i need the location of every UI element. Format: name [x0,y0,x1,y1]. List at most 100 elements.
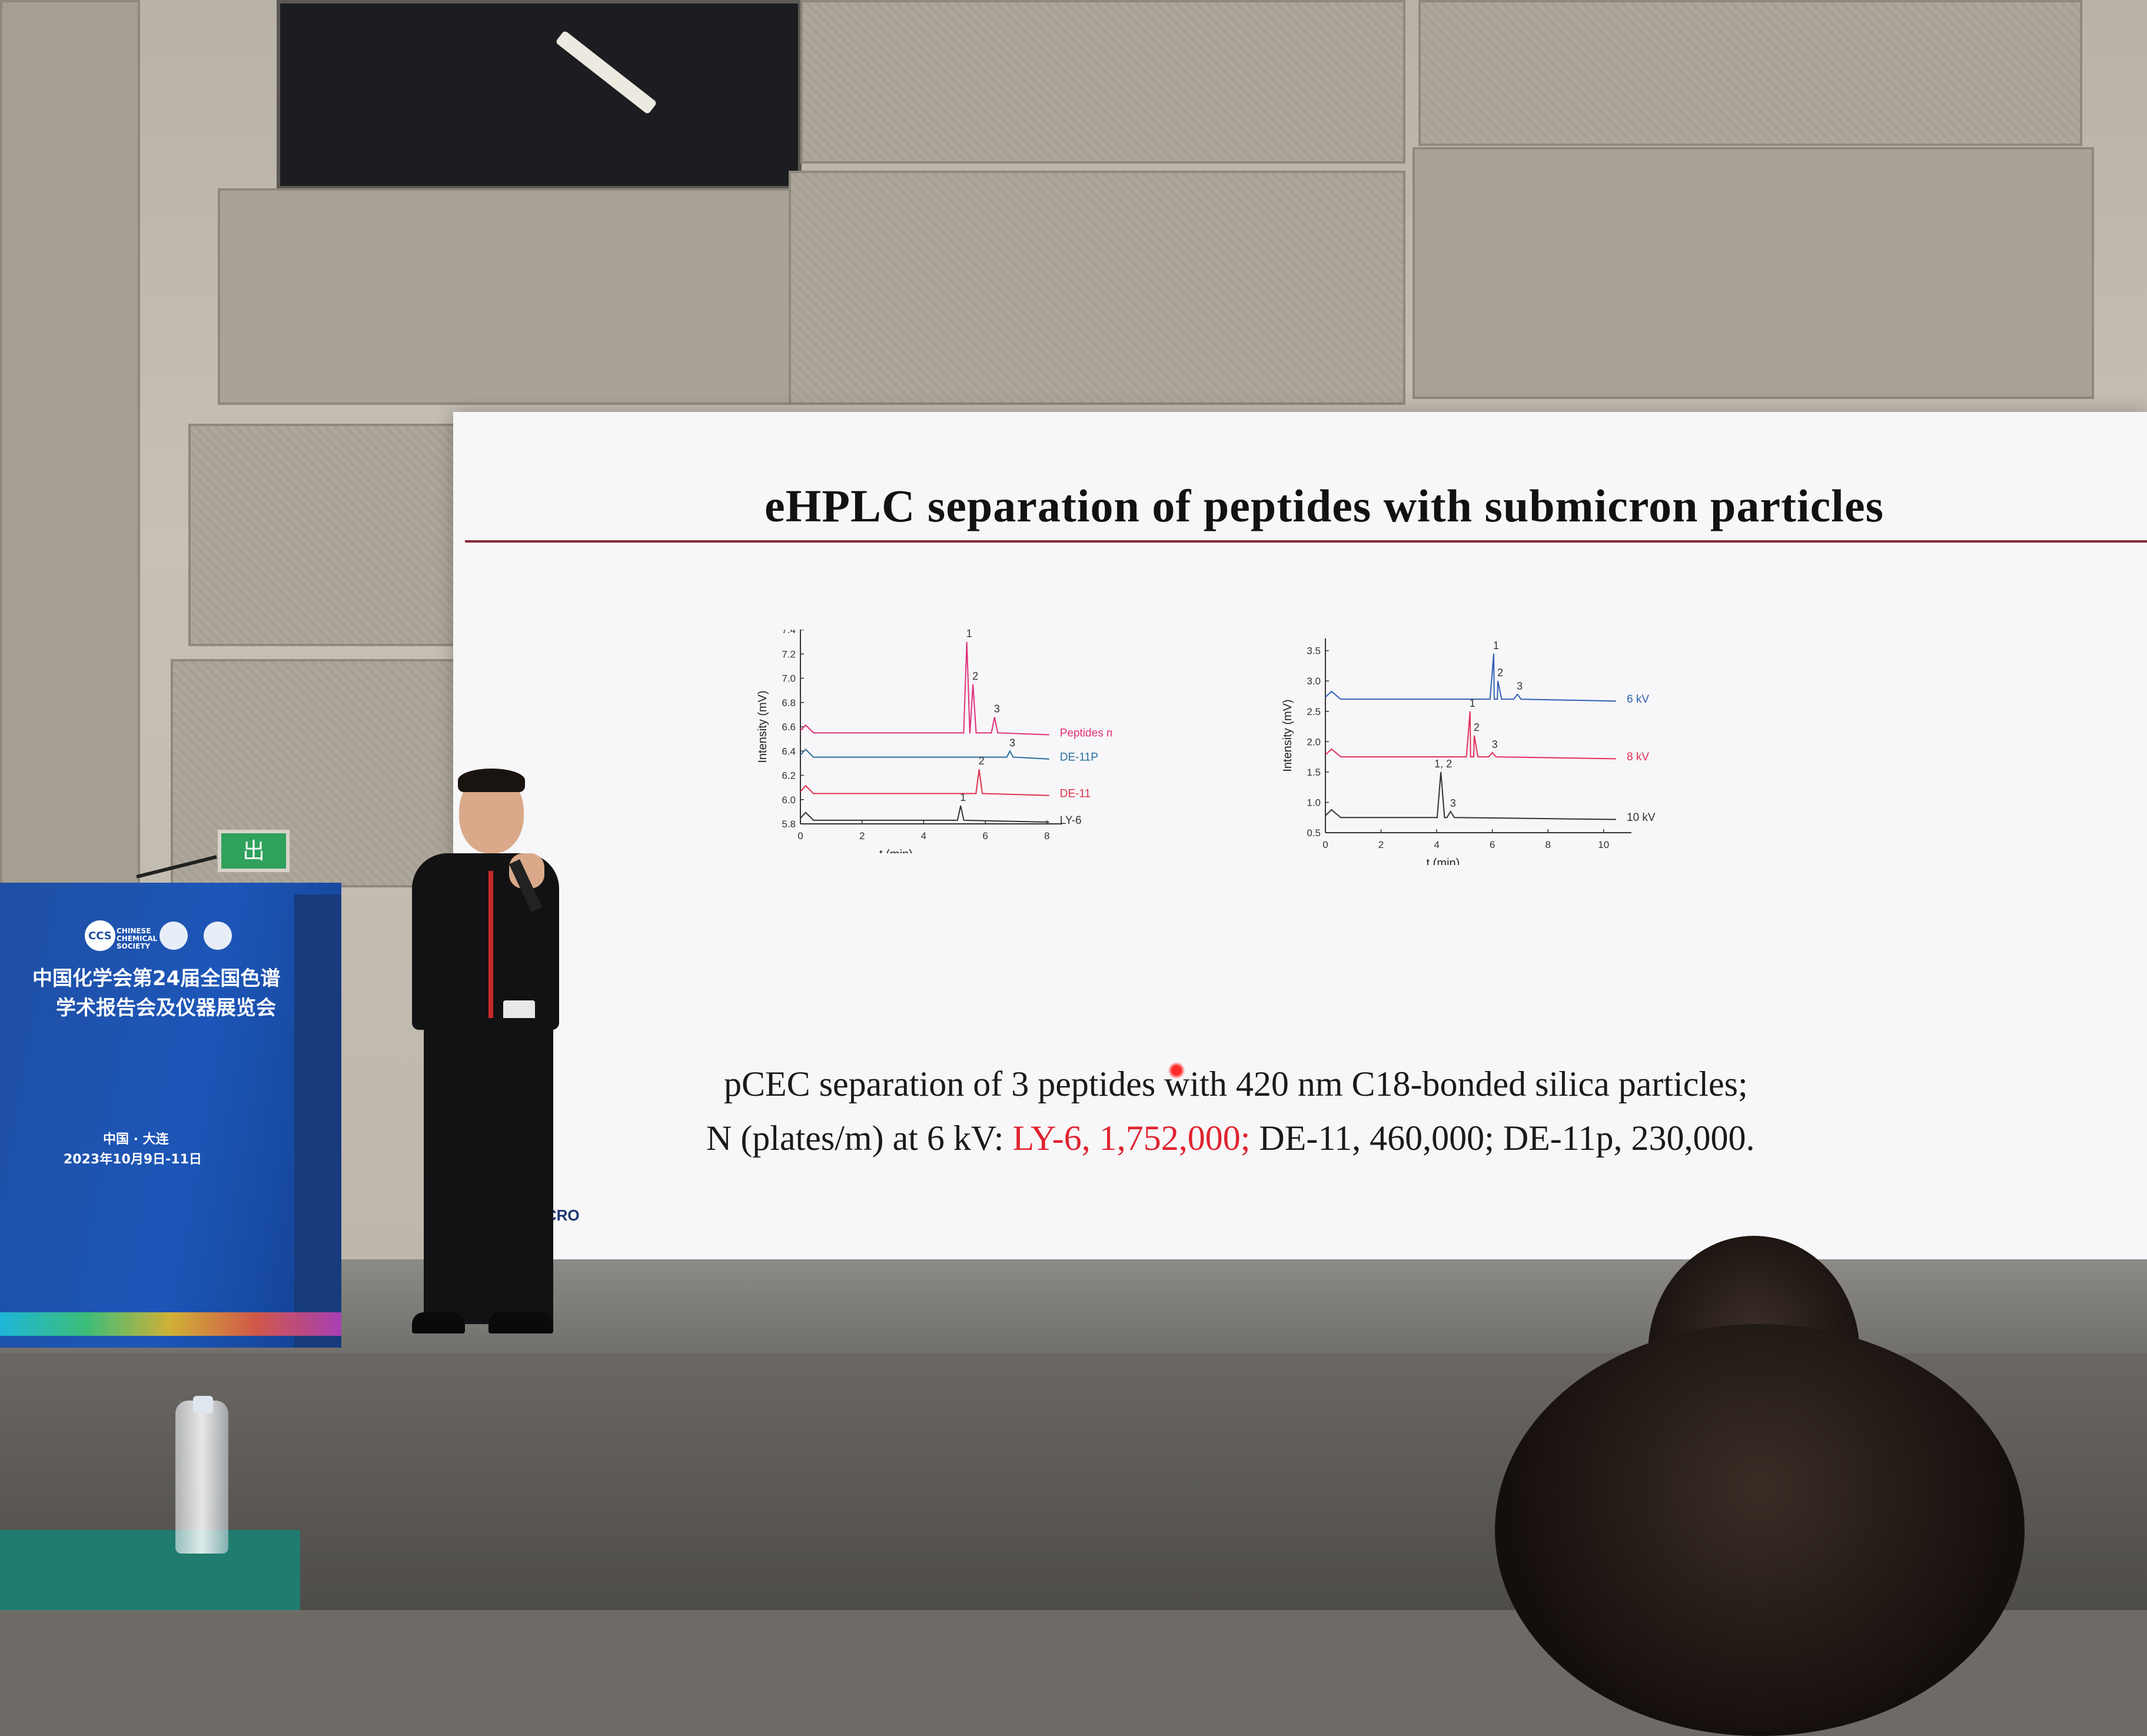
water-bottle-cap [193,1396,213,1414]
x-tick-label: 8 [1044,830,1049,842]
chromatogram-left: 5.8 6.0 6.2 6.4 6.6 6.8 7.0 7.2 7.4 0 2 4 6 8 t (min) I… [756,630,1112,853]
peak-label: 2 [972,670,978,682]
peak-label: 3 [1450,797,1456,809]
peak-label: 1 [966,630,972,640]
caption-prefix: N (plates/m) at 6 kV: [706,1119,1013,1158]
ccs-logo: CCS [88,930,112,942]
wall-panel [188,424,458,646]
series-label: LY-6 [1060,814,1082,827]
title-rule [465,540,2147,543]
y-tick-label: 3.0 [1307,676,1321,687]
peak-label: 3 [994,703,1000,715]
y-tick-label: 2.5 [1307,706,1321,717]
x-tick-label: 10 [1598,839,1609,850]
audience-head [1495,1324,2025,1736]
peak-label: 3 [1492,739,1498,750]
y-axis-label: Intensity (mV) [756,690,769,763]
series-line-peptides-mixture [800,641,1049,736]
series-line-6-kv [1325,653,1617,702]
peak-label: 3 [1517,680,1523,692]
speaker-shoe [412,1312,465,1333]
projection-screen: eHPLC separation of peptides with submic… [453,412,2147,1318]
caption-highlight: LY-6, 1,752,000; [1012,1119,1251,1158]
peak-label: 1 [1470,697,1475,709]
podium-location: 中国 · 大连 [103,1132,169,1147]
series-label: DE-11 [1060,787,1091,800]
podium-title-1: 中国化学会第24届全国色谱 [32,967,281,990]
y-tick-label: 7.2 [782,648,796,660]
x-axis-label: t (min) [1427,857,1460,865]
speaker-hair [458,769,525,792]
wall-panel [1412,147,2094,399]
podium-stripe [0,1312,341,1336]
caption-line-2: N (plates/m) at 6 kV: LY-6, 1,752,000; D… [706,1118,1755,1159]
wall-panel [1418,0,2082,146]
x-tick-label: 0 [1322,839,1328,850]
wall-panel [800,0,1405,164]
podium-side [294,894,341,1348]
y-tick-label: 2.0 [1307,736,1321,747]
laser-pointer-dot [1168,1062,1185,1079]
table [0,1530,300,1610]
podium-dates: 2023年10月9日-11日 [64,1152,202,1167]
y-tick-label: 3.5 [1307,646,1321,657]
y-axis-label: Intensity (mV) [1281,699,1294,771]
x-tick-label: 6 [1490,839,1495,850]
chromatogram-right: 0.5 1.0 1.5 2.0 2.5 3.0 3.5 0 2 4 6 8 10 t (min) Inten… [1281,638,1656,865]
y-tick-label: 6.6 [782,721,796,733]
org-name: CHINESE CHEMICAL SOCIETY [117,927,158,950]
series-label: 8 kV [1627,751,1649,763]
y-tick-label: 6.8 [782,697,796,709]
lanyard [488,871,493,1018]
speaker-trousers [424,1018,553,1324]
side-wall [0,0,140,887]
x-axis-label: t (min) [879,848,913,853]
peak-label: 1 [1493,640,1499,651]
slide-title: eHPLC separation of peptides with submic… [765,480,1884,531]
x-tick-label: 4 [1434,839,1439,850]
series-label: Peptides mixture [1060,727,1112,739]
x-tick-label: 0 [797,830,803,842]
series-label: 10 kV [1627,812,1656,824]
peak-label: 2 [1474,721,1480,733]
podium-logos [85,920,232,951]
series-line-8-kv [1325,711,1617,760]
y-tick-label: 7.0 [782,673,796,684]
y-tick-label: 1.0 [1307,797,1321,808]
y-tick-label: 7.4 [782,630,796,636]
series-line-de-11p [800,748,1049,760]
caption-line-1: pCEC separation of 3 peptides with 420 n… [724,1065,1748,1103]
caption-suffix: DE-11, 460,000; DE-11p, 230,000. [1250,1119,1755,1158]
y-tick-label: 6.2 [782,770,796,781]
series-line-10-kv [1325,771,1617,820]
podium: CCS CHINESE CHEMICAL SOCIETY 中国化学会第24届全国… [0,883,341,1348]
exit-sign: 出 [218,830,290,872]
x-tick-label: 4 [921,830,926,842]
x-tick-label: 8 [1545,839,1550,850]
peak-label: 1 [960,791,966,803]
peak-label: 1, 2 [1434,758,1452,770]
water-bottle [175,1401,228,1554]
podium-title-2: 学术报告会及仪器展览会 [56,996,276,1020]
x-tick-label: 6 [982,830,988,842]
peak-label: 2 [1497,667,1503,679]
y-tick-label: 0.5 [1307,827,1321,839]
speaker-shoe [488,1312,553,1333]
peak-label: 2 [979,755,985,767]
series-line-de-11 [800,769,1049,796]
y-tick-label: 1.5 [1307,767,1321,778]
y-tick-label: 5.8 [782,819,796,830]
upper-window [277,0,802,189]
series-line-ly-6 [800,805,1049,823]
x-tick-label: 2 [1378,839,1384,850]
wall-panel [789,171,1405,405]
exit-sign-text: 出 [242,838,265,864]
y-tick-label: 6.0 [782,794,796,806]
x-tick-label: 2 [859,830,865,842]
y-tick-label: 6.4 [782,746,796,757]
series-label: 6 kV [1627,693,1649,706]
speaker [388,769,583,1336]
series-label: DE-11P [1060,751,1098,764]
wall-panel [218,188,799,405]
peak-label: 3 [1009,737,1015,749]
